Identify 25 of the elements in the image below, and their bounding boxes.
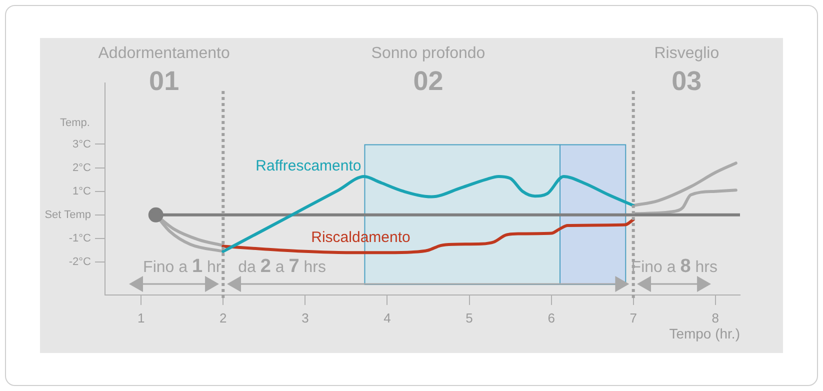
- y-tick-label: 2°C: [72, 162, 92, 174]
- series-label: Raffrescamento: [256, 158, 362, 175]
- x-tick-label: 1: [137, 310, 145, 326]
- x-tick-label: 3: [302, 310, 309, 326]
- x-axis-title: Tempo (hr.): [669, 325, 740, 342]
- x-tick-label: 6: [548, 310, 555, 326]
- text: Addormentamento: [98, 45, 230, 62]
- y-tick-label: Set Temp: [44, 208, 91, 221]
- x-tick-label: 4: [384, 310, 391, 326]
- text: Risveglio: [654, 45, 720, 62]
- annotation: 03: [672, 66, 702, 96]
- annotation: da 2 a 7 hrs: [238, 256, 326, 277]
- x-tick-label: 5: [466, 310, 473, 326]
- y-tick-label: -2°C: [68, 256, 92, 268]
- y-tick-label: 3°C: [72, 138, 92, 150]
- x-tick-label: 2: [220, 310, 227, 326]
- x-tick-label: 7: [630, 310, 637, 326]
- text: Sonno profondo: [371, 45, 486, 62]
- annotation: 01: [149, 66, 180, 96]
- y-tick-label: 1°C: [72, 185, 92, 198]
- annotation: Fino a 1 hr: [143, 256, 222, 277]
- y-tick-label: -1°C: [68, 232, 92, 244]
- y-axis-title: Temp.: [60, 117, 90, 130]
- annotation: 02: [413, 66, 444, 96]
- x-tick-label: 8: [712, 310, 720, 326]
